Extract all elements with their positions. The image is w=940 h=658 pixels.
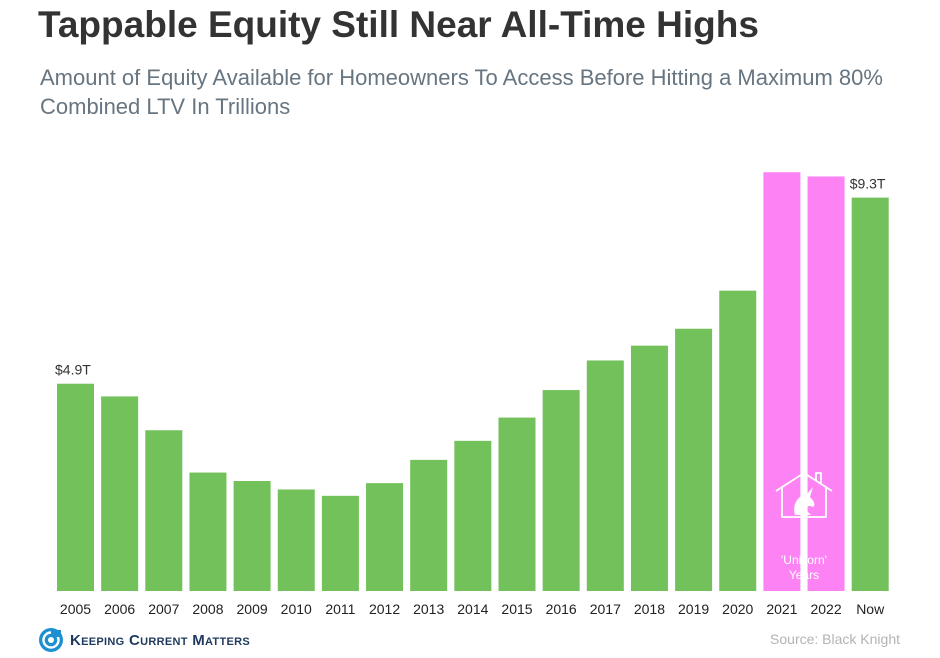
bar-2005	[57, 383, 94, 591]
bar-2014	[454, 440, 492, 591]
bar-highlight-2021	[763, 172, 801, 592]
x-tick-label: Now	[856, 601, 885, 617]
x-tick-label: 2018	[634, 601, 665, 617]
brand-name: Keeping Current Matters	[70, 631, 250, 649]
unicorn-label-line-2: Years	[789, 568, 819, 582]
x-tick-label: 2015	[501, 601, 532, 617]
x-tick-label: 2021	[766, 601, 797, 617]
brand-logo: Keeping Current Matters	[38, 627, 250, 653]
x-tick-label: 2014	[457, 601, 488, 617]
x-tick-label: 2016	[546, 601, 577, 617]
bar-2012	[366, 483, 404, 591]
x-tick-label: 2022	[810, 601, 841, 617]
x-tick-label: 2013	[413, 601, 444, 617]
x-tick-label: 2005	[60, 601, 91, 617]
bar-2013	[410, 459, 448, 591]
x-tick-label: 2019	[678, 601, 709, 617]
x-tick-label: 2017	[590, 601, 621, 617]
kcm-spiral-icon	[39, 628, 63, 652]
source-note: Source: Black Knight	[770, 631, 900, 647]
bar-highlight-2022	[807, 176, 845, 591]
bar-chart: 2005 2006 2007 2008 2009 2010 2011 2012 2013 2014…	[55, 172, 889, 617]
bar-2006	[101, 396, 139, 591]
x-tick-label: 2009	[237, 601, 268, 617]
chart-subtitle: Amount of Equity Available for Homeowner…	[40, 65, 883, 119]
bar-2016	[542, 390, 580, 591]
x-tick-label: 2007	[148, 601, 179, 617]
bar-now	[851, 197, 889, 592]
data-label: $9.3T	[850, 176, 886, 192]
chart-title: Tappable Equity Still Near All-Time High…	[38, 4, 759, 45]
bar-2007	[145, 430, 183, 591]
house-outline-icon	[775, 472, 833, 518]
bar-2011	[321, 495, 359, 591]
x-tick-label: 2012	[369, 601, 400, 617]
x-tick-label: 2020	[722, 601, 753, 617]
bar-2009	[233, 481, 271, 591]
x-tick-label: 2010	[281, 601, 312, 617]
bar-2018	[630, 345, 668, 591]
x-tick-label: 2008	[192, 601, 223, 617]
x-tick-label: 2011	[325, 601, 355, 617]
data-label: $4.9T	[55, 362, 91, 378]
bar-2017	[586, 360, 624, 591]
bar-2010	[277, 489, 315, 591]
unicorn-icon	[794, 487, 815, 515]
x-tick-label: 2006	[104, 601, 135, 617]
bar-2015	[498, 417, 536, 591]
bar-2020	[719, 290, 757, 591]
bar-2019	[675, 328, 713, 591]
bar-2008	[189, 472, 227, 591]
unicorn-label-line-1: 'Unicorn'	[781, 553, 827, 567]
